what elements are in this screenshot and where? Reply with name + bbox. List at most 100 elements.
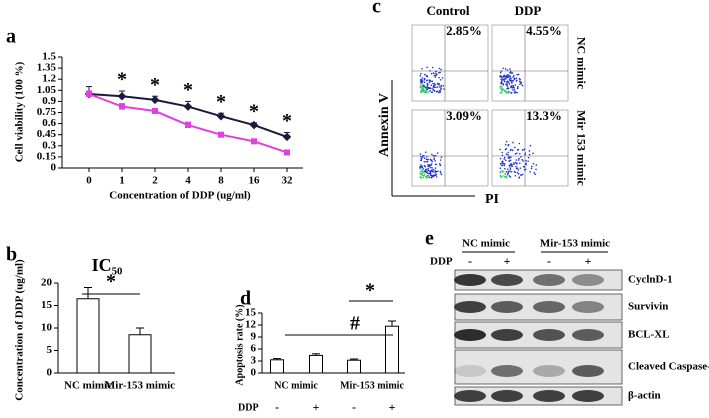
event-dot [504, 148, 507, 151]
event-dot [422, 176, 425, 179]
group-label: NC mimic [274, 380, 318, 391]
event-dot [500, 85, 502, 88]
event-dot [420, 72, 422, 75]
event-dot [419, 164, 422, 166]
event-dot [421, 77, 424, 79]
event-dot [517, 173, 520, 175]
event-dot [512, 76, 514, 78]
significance-mark: * [117, 69, 127, 91]
event-dot [503, 156, 506, 159]
event-dot [519, 78, 521, 81]
event-dot [503, 162, 505, 165]
event-dot [424, 90, 426, 92]
event-dot [427, 176, 429, 179]
event-dot [420, 165, 423, 168]
event-dot [428, 79, 431, 82]
event-dot [509, 86, 512, 89]
data-point [152, 108, 158, 115]
event-dot [432, 169, 434, 171]
event-dot [508, 157, 511, 160]
bar [385, 325, 399, 374]
event-dot [504, 68, 507, 70]
event-dot [430, 159, 432, 161]
event-dot [502, 84, 505, 86]
event-dot [499, 92, 502, 94]
event-dot [518, 162, 521, 165]
data-point [284, 149, 290, 156]
event-dot [421, 67, 423, 70]
column-label: Control [426, 3, 469, 18]
event-dot [434, 167, 437, 169]
event-dot [503, 164, 506, 167]
event-dot [434, 174, 436, 177]
event-dot [505, 153, 508, 155]
significance-mark: * [106, 271, 116, 293]
event-dot [424, 151, 427, 153]
event-dot [501, 88, 504, 90]
event-dot [428, 172, 430, 175]
protein-band [572, 329, 604, 341]
event-dot [499, 157, 502, 160]
event-dot [435, 176, 438, 178]
event-dot [419, 153, 422, 155]
event-dot [508, 175, 511, 177]
event-dot [426, 156, 428, 158]
data-point [183, 102, 193, 111]
event-dot [420, 155, 422, 158]
x-tick-label: 4 [185, 175, 191, 187]
event-dot [521, 84, 524, 87]
event-dot [425, 161, 427, 163]
event-dot [423, 84, 425, 87]
event-dot [516, 162, 518, 165]
event-dot [425, 171, 428, 174]
event-dot [509, 71, 511, 74]
event-dot [426, 79, 428, 82]
event-dot [504, 143, 507, 146]
event-dot [500, 81, 503, 84]
event-dot [440, 68, 442, 71]
event-dot [508, 160, 511, 162]
event-dot [501, 162, 503, 165]
protein-band [533, 274, 565, 286]
event-dot [421, 172, 424, 175]
panel-label: c [372, 0, 381, 18]
x-tick-label: Mir-153 mimic [105, 380, 175, 392]
y-tick-label: 0.15 [37, 150, 57, 162]
protein-band [533, 301, 565, 313]
protein-label: β-actin [628, 390, 661, 402]
protein-band [533, 365, 565, 377]
event-dot [425, 176, 428, 179]
quadrant-percentage: 3.09% [446, 108, 482, 123]
event-dot [512, 86, 514, 89]
event-dot [441, 77, 444, 79]
event-dot [509, 167, 512, 169]
event-dot [426, 74, 428, 77]
row-label: Mir 153 mimic [574, 110, 588, 186]
event-dot [522, 160, 524, 162]
y-tick-label: 10 [41, 322, 53, 334]
y-tick-label: 15 [41, 299, 53, 311]
event-dot [529, 144, 532, 147]
event-dot [434, 171, 437, 173]
event-dot [499, 71, 502, 74]
event-dot [511, 165, 513, 167]
event-dot [424, 73, 426, 76]
event-dot [505, 140, 508, 143]
treatment-label: DDP [430, 256, 453, 268]
event-dot [513, 74, 515, 77]
event-dot [510, 156, 512, 158]
event-dot [439, 78, 442, 81]
event-dot [438, 76, 440, 79]
event-dot [518, 157, 520, 160]
data-point [86, 91, 92, 97]
event-dot [505, 171, 508, 173]
event-dot [434, 83, 437, 86]
x-tick-label: 16 [249, 175, 261, 187]
event-dot [502, 78, 505, 81]
bar [76, 298, 100, 374]
event-dot [499, 175, 502, 177]
event-dot [504, 167, 506, 170]
event-dot [520, 174, 522, 177]
y-tick-label: 0.6 [42, 117, 56, 129]
event-dot [512, 85, 515, 87]
